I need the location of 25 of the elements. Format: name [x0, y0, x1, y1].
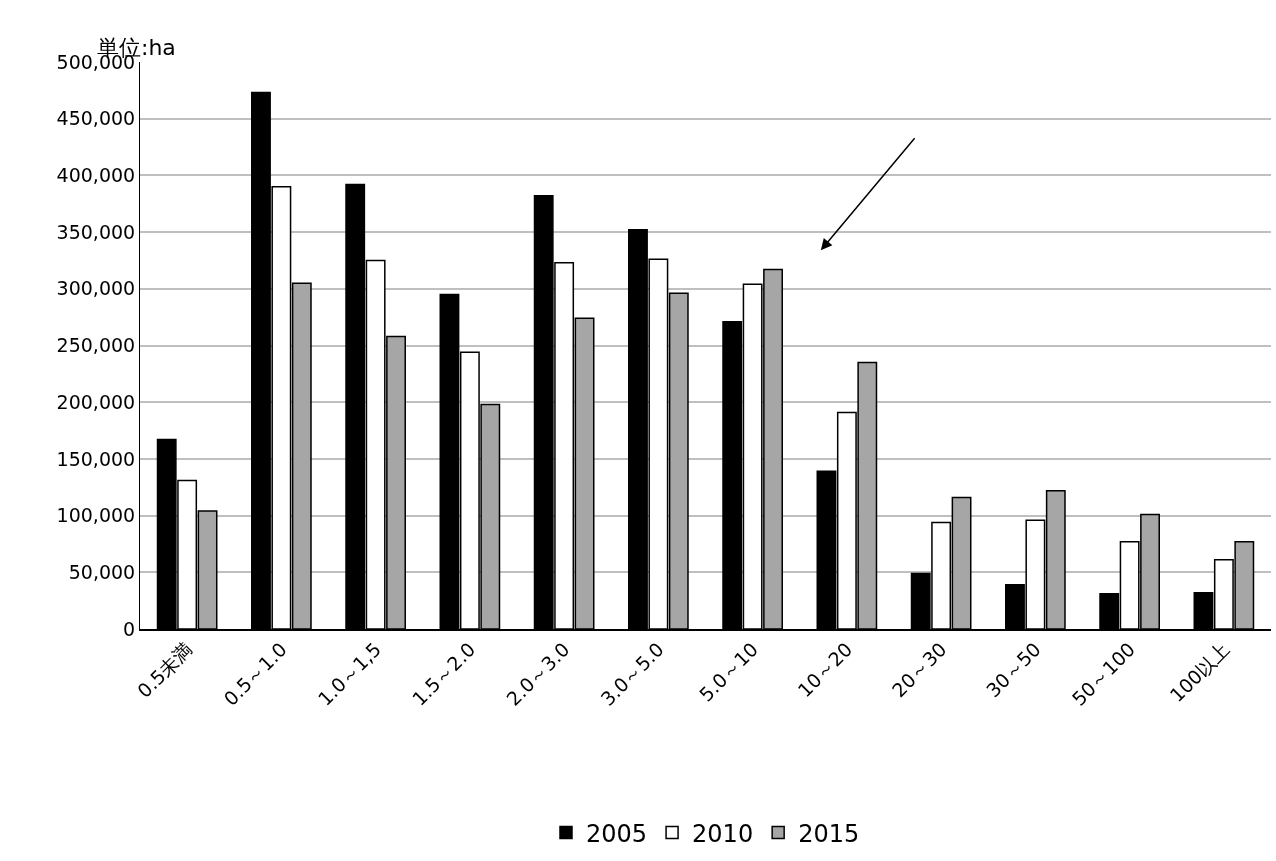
y-tick-label: 200,000: [56, 390, 136, 413]
x-tick-label: 1.0～1,5: [313, 638, 386, 710]
y-tick-label: 300,000: [56, 277, 136, 300]
x-tick-label: 0.5～1.0: [219, 638, 291, 710]
x-tick-label: 100以上: [1165, 638, 1234, 707]
y-tick-label: 350,000: [56, 220, 136, 243]
x-tick-label: 3.0～5.0: [596, 638, 668, 710]
x-tick-label: 10～20: [793, 638, 857, 702]
legend-label: 2010: [692, 819, 754, 848]
y-tick-label: 100,000: [56, 504, 136, 527]
x-tick-label: 50～100: [1067, 638, 1140, 710]
y-tick-label: 450,000: [56, 107, 136, 130]
y-tick-label: 0: [123, 617, 136, 640]
y-tick-label: 400,000: [56, 164, 136, 187]
x-tick-label: 1.5～2.0: [407, 638, 480, 710]
x-tick-label: 2.0～3.0: [501, 638, 574, 710]
legend-label: 2005: [586, 819, 648, 848]
legend-label: 2015: [798, 819, 860, 848]
x-tick-label: 0.5未満: [132, 638, 197, 702]
x-tick-label: 20～30: [887, 638, 951, 702]
y-tick-label: 150,000: [56, 447, 136, 470]
x-tick-label: 30～50: [981, 638, 1045, 702]
y-tick-label: 50,000: [68, 560, 136, 583]
x-tick-label: 5.0～10: [694, 638, 763, 706]
y-tick-label: 250,000: [56, 334, 136, 357]
